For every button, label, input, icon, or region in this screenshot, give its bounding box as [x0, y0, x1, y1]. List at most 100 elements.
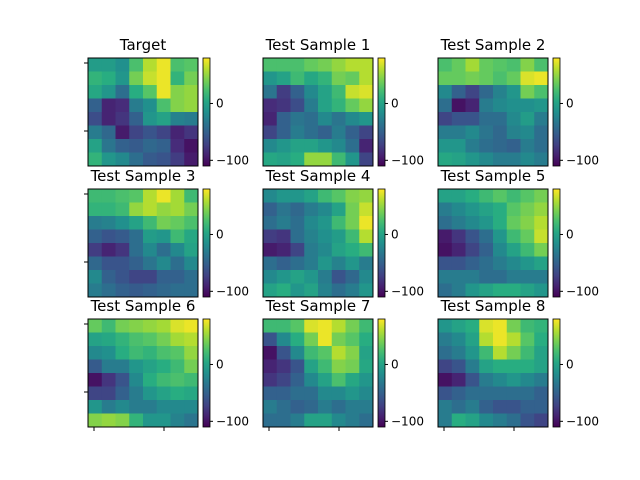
heatmap-cell: [129, 112, 144, 126]
colorbar-tick-label: −100: [566, 284, 599, 298]
axes-frame: [87, 57, 199, 167]
panel-2: Test Sample 1 0 −100: [262, 36, 424, 167]
heatmap-cell: [438, 332, 453, 347]
heatmap-cell: [359, 58, 374, 72]
heatmap-cell: [534, 359, 549, 374]
heatmap-cell: [263, 332, 278, 347]
heatmap-cell: [520, 283, 535, 298]
heatmap-cell: [170, 216, 185, 230]
heatmap-cell: [359, 359, 374, 374]
heatmap-cell: [520, 243, 535, 257]
heatmap-cell: [88, 332, 103, 347]
heatmap-cell: [276, 332, 291, 347]
heatmap-cell: [345, 346, 360, 360]
heatmap-cell: [479, 202, 494, 217]
colorbar-tick-label: −100: [216, 414, 249, 428]
colorbar: [552, 57, 561, 167]
heatmap-cell: [143, 189, 158, 203]
heatmap-cell: [170, 359, 185, 374]
heatmap-cell: [263, 229, 278, 244]
heatmap-cell: [345, 256, 360, 271]
heatmap-cell: [451, 386, 466, 401]
heatmap-cell: [129, 152, 144, 167]
panel-1: Target 0 −100: [84, 36, 249, 167]
colorbar-tick-label: −100: [216, 284, 249, 298]
heatmap-cell: [534, 202, 549, 217]
heatmap-cell: [438, 346, 453, 360]
heatmap-cell: [170, 85, 185, 99]
heatmap-cell: [129, 229, 144, 244]
heatmap-cell: [506, 216, 521, 230]
heatmap-cell: [318, 216, 333, 230]
heatmap-cell: [451, 359, 466, 374]
heatmap-cell: [506, 413, 521, 428]
heatmap-cell: [479, 283, 494, 298]
heatmap-cell: [331, 202, 346, 217]
heatmap-cell: [276, 283, 291, 298]
heatmap-cell: [129, 189, 144, 203]
heatmap-cell: [184, 283, 199, 298]
heatmap-cell: [359, 152, 374, 167]
axes-frame: [262, 57, 374, 167]
heatmap-cell: [156, 202, 171, 217]
heatmap-cell: [359, 139, 374, 153]
heatmap-cell: [263, 125, 278, 140]
heatmap-cell: [331, 152, 346, 167]
heatmap-cell: [263, 373, 278, 387]
heatmap-cell: [318, 256, 333, 271]
heatmap-cell: [493, 98, 508, 113]
heatmap-cell: [331, 216, 346, 230]
heatmap-cell: [534, 125, 549, 140]
colorbar-tick-label: 0: [216, 227, 224, 241]
heatmap-cell: [88, 346, 103, 360]
colorbar-tick-label: −100: [391, 414, 424, 428]
heatmap-cell: [534, 386, 549, 401]
heatmap-cell: [88, 373, 103, 387]
heatmap-cell: [143, 319, 158, 333]
heatmap-cell: [101, 216, 116, 230]
heatmap-cell: [451, 283, 466, 298]
heatmap-cell: [276, 243, 291, 257]
heatmap-cell: [263, 256, 278, 271]
heatmap-cell: [88, 229, 103, 244]
heatmap-cell: [115, 58, 130, 72]
heatmap-cell: [451, 229, 466, 244]
heatmap-cell: [184, 125, 199, 140]
heatmap-cell: [304, 243, 319, 257]
axes-frame: [437, 57, 549, 167]
heatmap-cell: [520, 332, 535, 347]
heatmap-cell: [129, 386, 144, 401]
heatmap-cell: [493, 332, 508, 347]
heatmap-cell: [318, 386, 333, 401]
heatmap-cell: [318, 98, 333, 113]
heatmap-cell: [465, 413, 480, 428]
heatmap-cell: [115, 359, 130, 374]
heatmap-cell: [520, 413, 535, 428]
heatmap-cell: [170, 229, 185, 244]
axes-frame: [437, 188, 549, 298]
heatmap-cell: [345, 373, 360, 387]
heatmap-cell: [129, 58, 144, 72]
heatmap-cell: [115, 283, 130, 298]
heatmap-cell: [88, 71, 103, 86]
heatmap-cell: [345, 202, 360, 217]
heatmap-cell: [115, 400, 130, 414]
heatmap-cell: [345, 98, 360, 113]
heatmap-cell: [129, 319, 144, 333]
heatmap-cell: [143, 229, 158, 244]
heatmap-cell: [290, 270, 305, 284]
heatmap-cell: [331, 139, 346, 153]
heatmap-cell: [359, 85, 374, 99]
heatmap-cell: [115, 202, 130, 217]
panel-3: Test Sample 2 0 −100: [437, 36, 599, 167]
heatmap-cell: [506, 98, 521, 113]
heatmap-cell: [276, 98, 291, 113]
heatmap-cell: [184, 373, 199, 387]
panel-title: Test Sample 8: [440, 297, 546, 315]
heatmap-cell: [534, 256, 549, 271]
colorbar-tick-label: 0: [391, 96, 399, 110]
heatmap-cell: [88, 413, 103, 428]
heatmap-cell: [143, 346, 158, 360]
heatmap-cell: [331, 229, 346, 244]
heatmap-cell: [170, 283, 185, 298]
